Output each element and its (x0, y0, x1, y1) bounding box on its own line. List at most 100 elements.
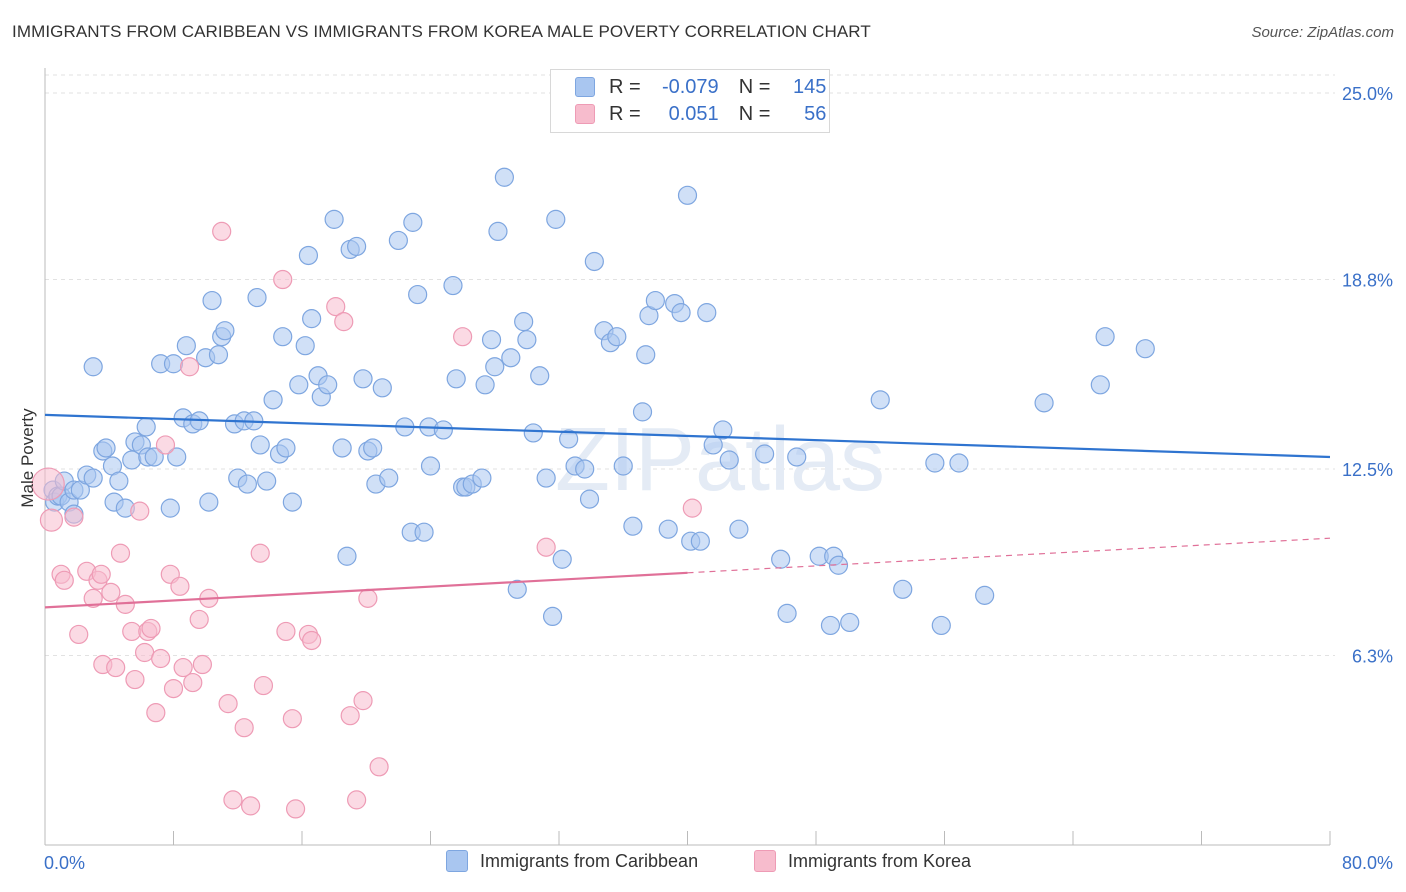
caribbean-point (514, 312, 534, 332)
korea-point (273, 269, 293, 290)
caribbean-point (443, 275, 463, 296)
caribbean-point (160, 498, 180, 518)
caribbean-point (777, 603, 797, 623)
korea-point (682, 498, 702, 518)
caribbean-point (754, 444, 775, 464)
korea-point (179, 357, 200, 377)
caribbean-point (199, 492, 219, 512)
caribbean-point (579, 489, 600, 509)
y-tick-label-0: 6.3% (1352, 647, 1393, 667)
caribbean-point (636, 345, 656, 365)
n-label: N = (738, 75, 771, 98)
caribbean-point (645, 290, 665, 311)
caribbean-point (517, 330, 537, 350)
korea-point (155, 435, 176, 455)
korea-point (218, 694, 238, 714)
caribbean-point (408, 284, 428, 305)
caribbean-point (575, 459, 595, 479)
korea-point (170, 576, 190, 596)
korea-point (183, 672, 203, 693)
correlation-legend: R = -0.079 N = 145 R = 0.051 N = 56 (550, 69, 830, 133)
y-axis-label: Male Poverty (18, 408, 37, 508)
caribbean-swatch (575, 77, 595, 97)
korea-trend-line (44, 571, 688, 609)
caribbean-point (144, 447, 164, 467)
korea-point (125, 669, 145, 690)
grid-lines (45, 74, 1335, 657)
caribbean-point (787, 447, 807, 467)
caribbean-point (559, 429, 579, 449)
caribbean-point (163, 354, 184, 374)
korea-point (302, 630, 322, 651)
caribbean-point (250, 435, 270, 455)
caribbean-point (697, 303, 717, 323)
r-value-korea: 0.051 (668, 102, 719, 125)
n-value-korea: 56 (804, 102, 827, 125)
caribbean-point (276, 438, 296, 458)
x-tick-label-0: 0.0% (44, 853, 85, 873)
series-caribbean (43, 167, 1155, 636)
caribbean-point (949, 453, 969, 473)
caribbean-point (318, 375, 338, 395)
caribbean-point (363, 438, 383, 458)
caribbean-point (237, 474, 257, 494)
source-label: Source: ZipAtlas.com (1251, 24, 1394, 41)
caribbean-point (372, 378, 392, 398)
y-tick-labels: 6.3% 12.5% 18.8% 25.0% (1342, 84, 1393, 666)
caribbean-point (719, 450, 739, 470)
korea-point (253, 675, 274, 696)
caribbean-point (542, 606, 563, 627)
n-value-caribbean: 145 (793, 75, 827, 98)
korea-point (285, 799, 306, 819)
caribbean-point (347, 236, 367, 257)
r-label: R = (609, 75, 641, 98)
caribbean-point (671, 303, 691, 323)
korea-point (250, 543, 270, 563)
caribbean-point (257, 471, 277, 491)
caribbean-point (208, 345, 229, 365)
caribbean-point (420, 456, 441, 476)
korea-point (340, 706, 360, 726)
korea-point (134, 642, 155, 663)
caribbean-point (263, 390, 283, 410)
caribbean-point (202, 290, 222, 311)
korea-point (110, 543, 131, 563)
caribbean-point (485, 357, 505, 377)
korea-point (326, 297, 346, 317)
caribbean-point (96, 438, 116, 458)
caribbean-point (975, 585, 995, 605)
caribbean-point (658, 519, 678, 539)
legend-item-korea[interactable]: Immigrants from Korea (754, 850, 971, 872)
caribbean-point (273, 327, 293, 347)
korea-point (130, 501, 150, 521)
caribbean-point (414, 522, 434, 542)
caribbean-point (446, 369, 466, 389)
korea-point (192, 654, 213, 675)
caribbean-point (472, 468, 492, 488)
caribbean-point (83, 468, 103, 488)
caribbean-point (136, 417, 156, 437)
caribbean-point (176, 336, 196, 356)
caribbean-point (1034, 393, 1054, 413)
korea-point (69, 624, 89, 645)
series-korea (31, 221, 702, 819)
caribbean-point (403, 212, 423, 232)
caribbean-point (324, 209, 344, 229)
korea-point (536, 537, 556, 557)
y-tick-label-1: 12.5% (1342, 460, 1393, 480)
caribbean-point (1090, 375, 1110, 395)
korea-point (223, 790, 243, 810)
caribbean-point (552, 549, 572, 569)
n-label: N = (738, 102, 771, 125)
legend-item-caribbean[interactable]: Immigrants from Caribbean (446, 850, 698, 872)
korea-point (347, 790, 367, 810)
trend-lines (44, 413, 1331, 609)
caribbean-point (282, 492, 302, 512)
caribbean-point (83, 357, 103, 377)
caribbean-point (771, 549, 791, 569)
caribbean-point (337, 546, 357, 566)
korea-point (64, 507, 84, 527)
caribbean-point (475, 375, 495, 395)
korea-point (358, 588, 378, 608)
